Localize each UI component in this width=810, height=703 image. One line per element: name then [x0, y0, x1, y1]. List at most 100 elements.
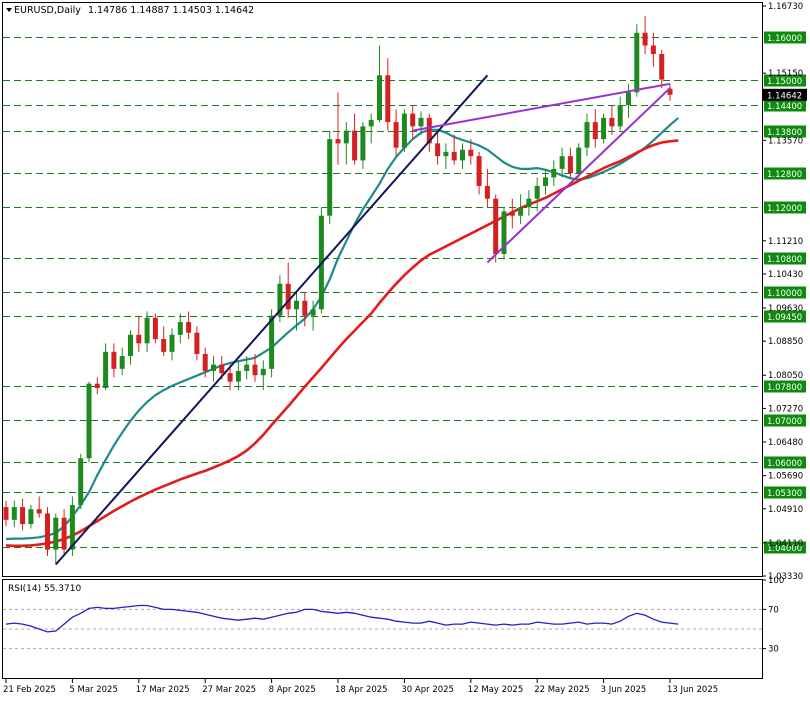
level-price-box: [764, 31, 806, 44]
time-tick-label: 18 Apr 2025: [335, 685, 388, 695]
candle-body: [451, 151, 457, 161]
price-pane-frame: [2, 2, 763, 577]
candle-body: [294, 300, 299, 310]
candle-body: [302, 300, 308, 316]
candle-body: [484, 185, 490, 199]
level-price-label: 1.10000: [767, 289, 802, 299]
level-price-label: 1.09450: [767, 313, 802, 323]
candle-body: [626, 92, 631, 106]
level-price-box: [764, 310, 806, 323]
time-tick-label: 30 Apr 2025: [401, 685, 454, 695]
candle-body: [69, 504, 75, 550]
time-tick-label: 17 Mar 2025: [136, 685, 190, 695]
current-price-label: 1.14642: [767, 91, 802, 101]
candle-body: [3, 507, 9, 520]
current-price-box: [763, 88, 807, 101]
candle-body: [584, 122, 590, 148]
candle-body: [385, 75, 391, 123]
candle-body: [211, 364, 216, 371]
candle-body: [518, 207, 524, 216]
trendline[interactable]: [55, 74, 489, 566]
price-tick-label: 1.11210: [768, 237, 803, 247]
candle-body: [244, 364, 250, 371]
candle-body: [20, 507, 26, 525]
candle-body: [343, 130, 349, 144]
candle-body: [61, 517, 67, 550]
candle-body: [493, 198, 499, 254]
candle-body: [327, 139, 333, 216]
candle-body: [468, 149, 474, 157]
candle-body: [310, 309, 316, 316]
rsi-pane-frame: [2, 579, 763, 679]
candle-body: [642, 32, 648, 46]
price-tick-label: 1.16730: [768, 2, 803, 12]
candle-body: [509, 211, 515, 216]
rsi-tick-label: 70: [768, 605, 779, 615]
price-tick-label: 1.04910: [768, 505, 803, 515]
time-axis: 21 Feb 2025 5 Mar 2025 17 Mar 2025 27 Mar 2…: [3, 679, 718, 695]
candle-body: [634, 32, 640, 93]
candle-body: [401, 113, 407, 148]
level-price-label: 1.10800: [767, 255, 802, 265]
candle-body: [410, 113, 416, 127]
candle-body: [260, 368, 266, 376]
candle-body: [53, 517, 59, 550]
time-tick-label: 21 Feb 2025: [3, 685, 56, 695]
level-price-label: 1.14400: [767, 102, 802, 112]
candle-body: [443, 151, 449, 157]
level-price-box: [764, 125, 806, 138]
trendline[interactable]: [412, 82, 671, 132]
candle-body: [136, 334, 142, 344]
level-price-box: [764, 201, 806, 214]
candle-body: [227, 373, 233, 382]
candle-body: [650, 45, 656, 55]
level-price-box: [764, 541, 806, 554]
candle-body: [501, 211, 507, 254]
price-tick-label: 1.15150: [768, 69, 803, 79]
candles-layer: [3, 15, 673, 565]
price-tick-label: 1.08050: [768, 371, 803, 381]
candle-body: [534, 185, 540, 199]
candle-body: [277, 283, 283, 316]
candle-body: [128, 334, 133, 357]
candle-body: [235, 370, 241, 382]
candle-body: [194, 332, 200, 354]
candle-body: [667, 88, 673, 95]
candle-body: [476, 156, 482, 186]
candle-body: [202, 353, 208, 371]
level-price-label: 1.06000: [767, 459, 802, 469]
time-tick-label: 27 Mar 2025: [202, 685, 256, 695]
candle-body: [609, 117, 615, 127]
candle-body: [360, 126, 366, 161]
symbol-dropdown-icon[interactable]: [6, 8, 12, 12]
candle-body: [103, 351, 109, 388]
time-tick-label: 5 Mar 2025: [69, 685, 117, 695]
level-price-label: 1.12800: [767, 170, 802, 180]
candle-body: [543, 177, 548, 186]
level-price-box: [764, 167, 806, 180]
candle-body: [169, 334, 175, 352]
candle-body: [36, 509, 42, 514]
rsi-label: RSI(14) 55.3710: [8, 584, 81, 594]
candle-body: [86, 383, 92, 459]
level-price-label: 1.16000: [767, 34, 802, 44]
candle-body: [269, 315, 275, 369]
candle-body: [94, 383, 100, 388]
price-tick-label: 1.05690: [768, 472, 803, 482]
candle-body: [460, 149, 465, 161]
time-tick-label: 22 May 2025: [534, 685, 589, 695]
price-tick-label: 1.07270: [768, 404, 803, 414]
candle-body: [28, 509, 34, 525]
candle-body: [551, 168, 557, 178]
candle-body: [435, 143, 441, 157]
candle-body: [526, 198, 532, 208]
trendline[interactable]: [486, 87, 671, 264]
candle-body: [152, 317, 158, 340]
candle-body: [567, 156, 573, 174]
candle-body: [45, 513, 50, 550]
candle-body: [576, 147, 582, 174]
price-tick-label: 1.06480: [768, 438, 803, 448]
candle-body: [78, 458, 84, 505]
price-tick-label: 1.10430: [768, 270, 803, 280]
